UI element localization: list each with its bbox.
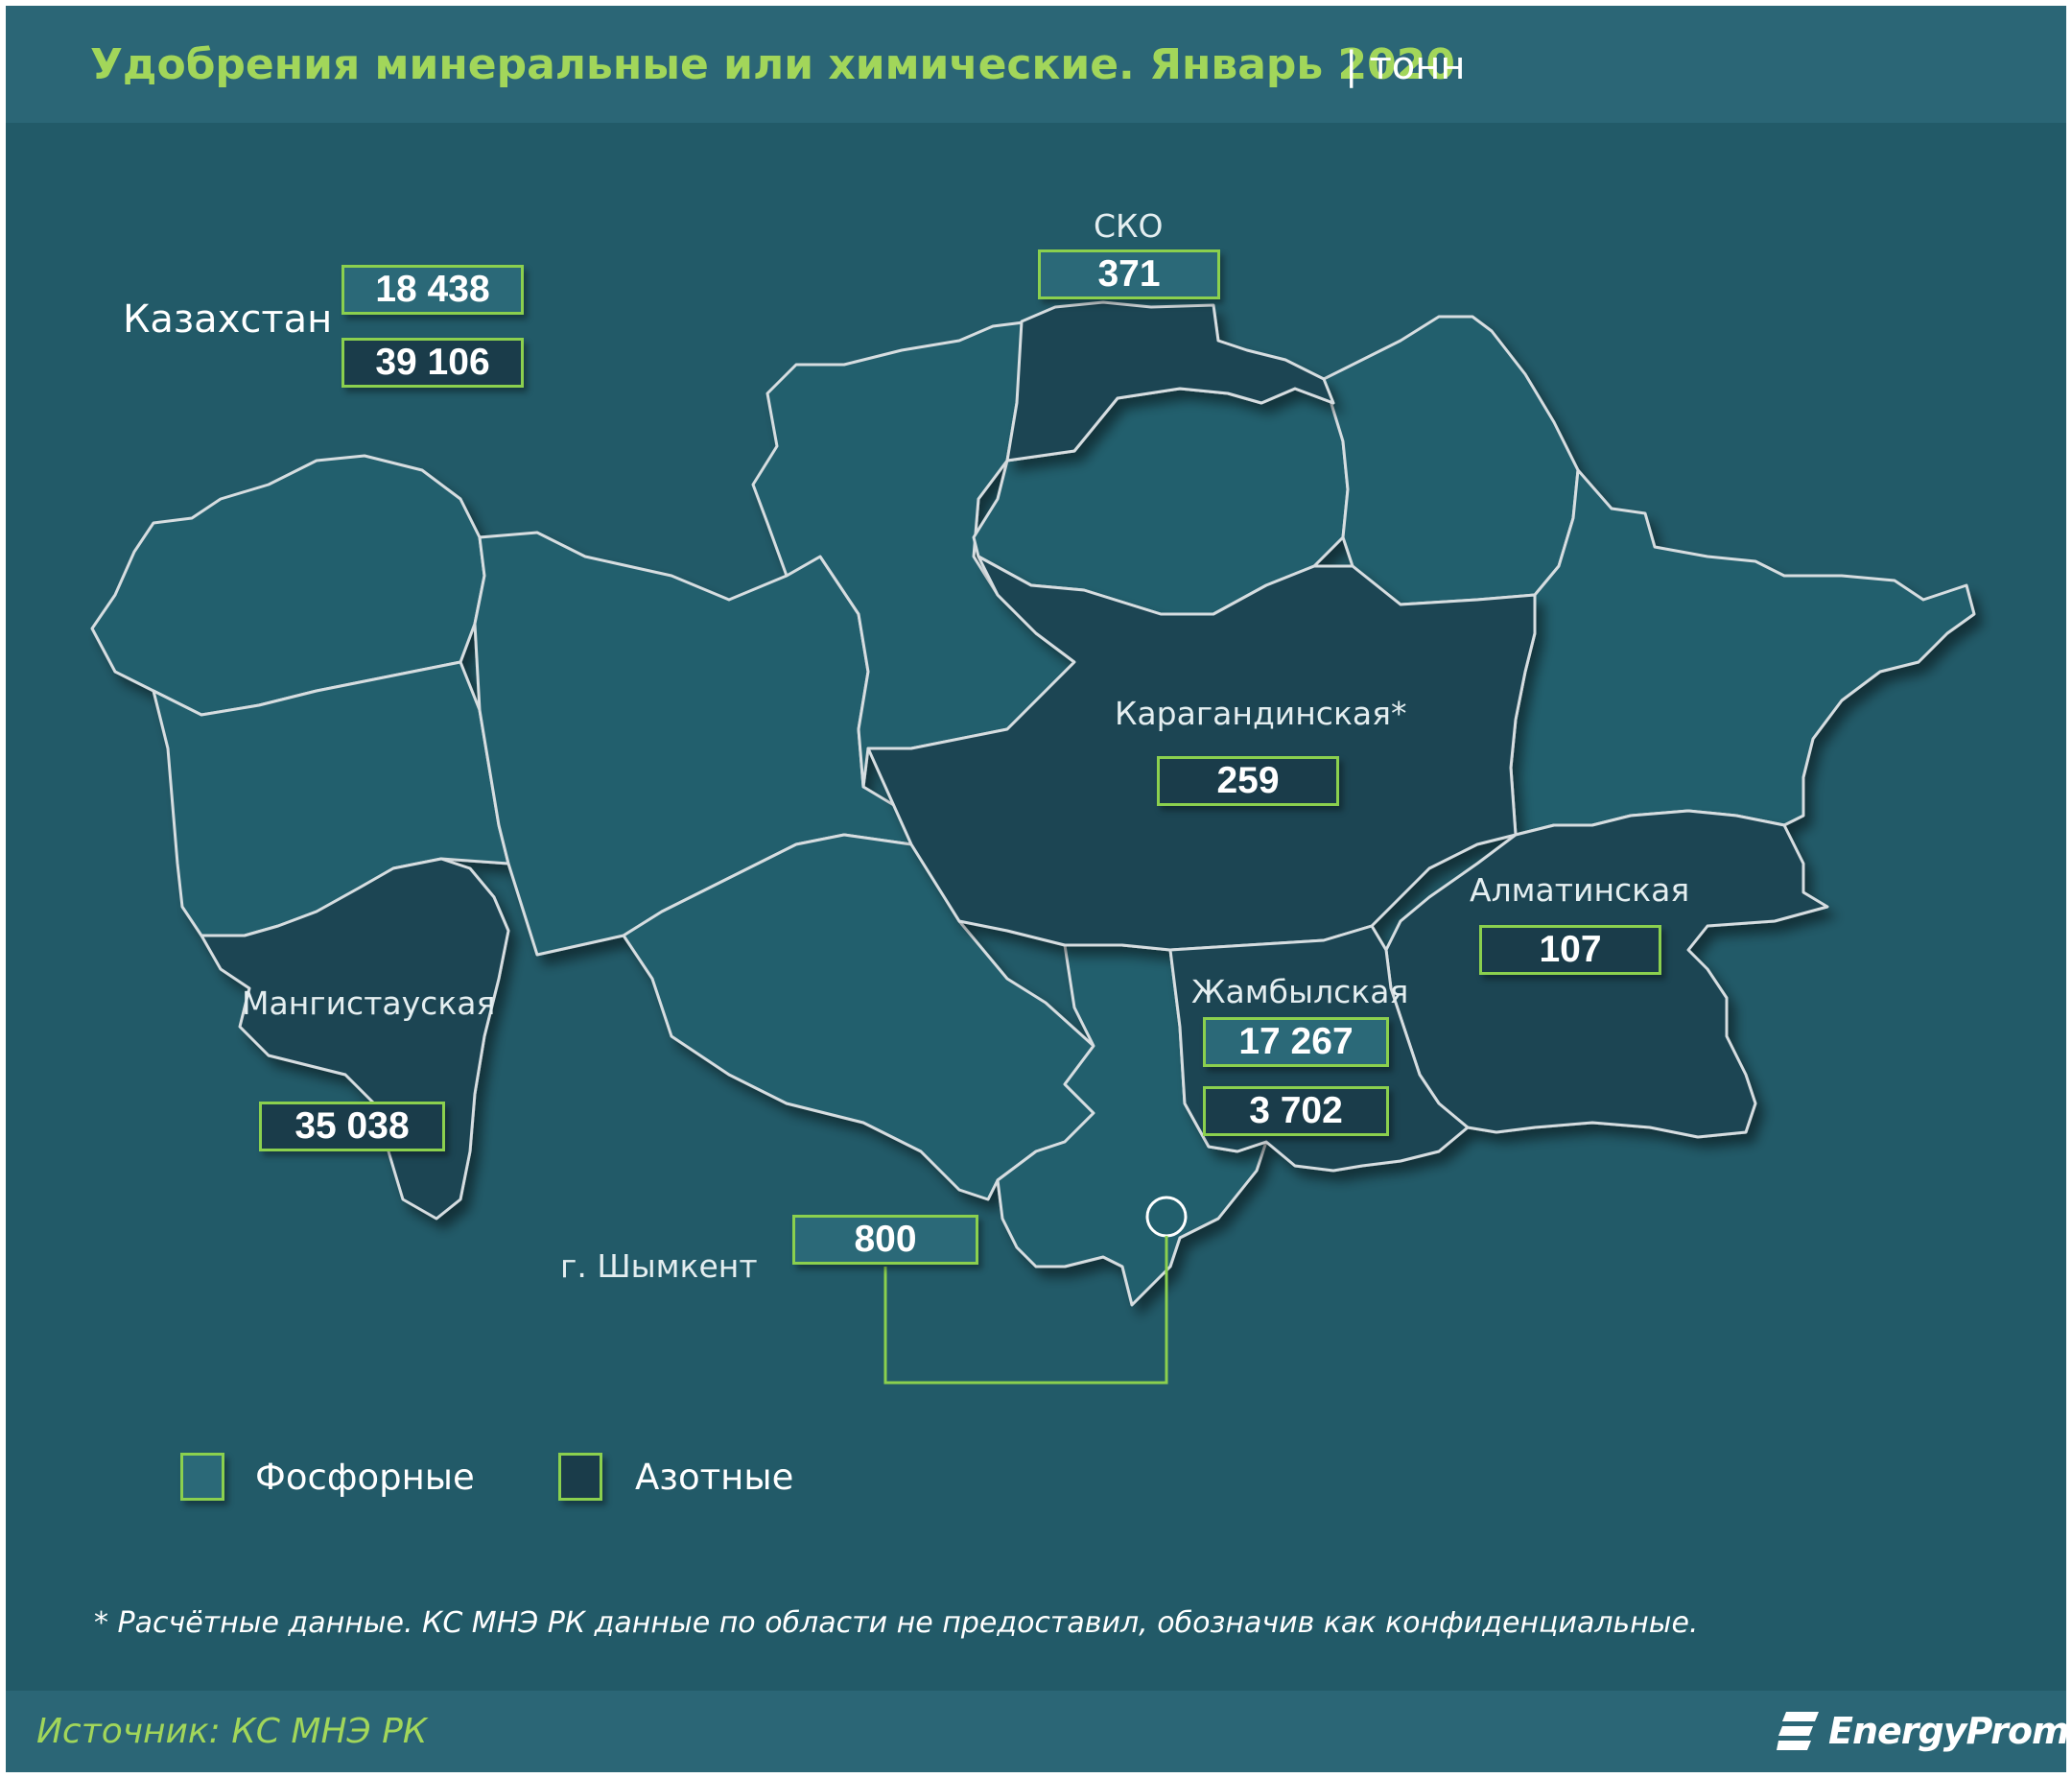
energyprom-logo-text: EnergyProm [1828,1710,2070,1752]
zhambyl-label: Жамбылская [1191,973,1409,1010]
infographic-frame: Удобрения минеральные или химические. Ян… [6,6,2070,1772]
legend-nitrogen-label: Азотные [635,1457,794,1498]
karaganda-nitrogen-value: 259 [1157,756,1339,806]
sko-phosphate-value: 371 [1038,249,1220,299]
legend-phosphate-swatch [180,1453,224,1501]
kazakhstan-nitrogen-value: 39 106 [341,338,524,388]
karaganda-label: Карагандинская* [1115,695,1407,732]
mangistau-nitrogen-value: 35 038 [259,1102,445,1151]
kazakhstan-label: Казахстан [123,297,333,342]
almaty-value: 107 [1479,925,1661,975]
shymkent-phosphate-value: 800 [792,1215,978,1265]
legend-nitrogen-swatch [558,1453,602,1501]
region-pavlodar [1322,315,1580,606]
kazakhstan-map [90,300,1976,1385]
mangistau-label: Мангистауская [242,984,496,1022]
zhambyl-nitrogen-value: 3 702 [1203,1086,1389,1136]
kazakhstan-phosphate-value: 18 438 [341,265,524,315]
region-east-kazakhstan [1509,468,1976,837]
source-text: Источник: КС МНЭ РК [36,1712,428,1751]
energyprom-logo-icon [1777,1712,1819,1750]
footer-bar: Источник: КС МНЭ РК EnergyProm [6,1691,2070,1772]
region-sko [1005,300,1335,462]
energyprom-logo: EnergyProm [1777,1702,2070,1760]
legend-phosphate-label: Фосфорные [255,1457,475,1498]
page-title: Удобрения минеральные или химические. Ян… [90,40,1455,89]
zhambyl-phosphate-value: 17 267 [1203,1017,1389,1067]
unit-label: | тонн [1345,44,1466,88]
sko-label: СКО [1094,207,1164,245]
shymkent-leader-line [883,1236,1168,1385]
unit-separator: | [1345,44,1358,88]
region-aktobe [473,531,913,957]
footnote: * Расчётные данные. КС МНЭ РК данные по … [94,1606,1699,1640]
shymkent-label: г. Шымкент [560,1247,758,1285]
almaty-label: Алматинская [1470,871,1690,909]
header-bar: Удобрения минеральные или химические. Ян… [6,6,2066,123]
region-karaganda [866,555,1537,952]
unit-text: тонн [1369,44,1466,88]
region-kostanay [751,320,1076,789]
